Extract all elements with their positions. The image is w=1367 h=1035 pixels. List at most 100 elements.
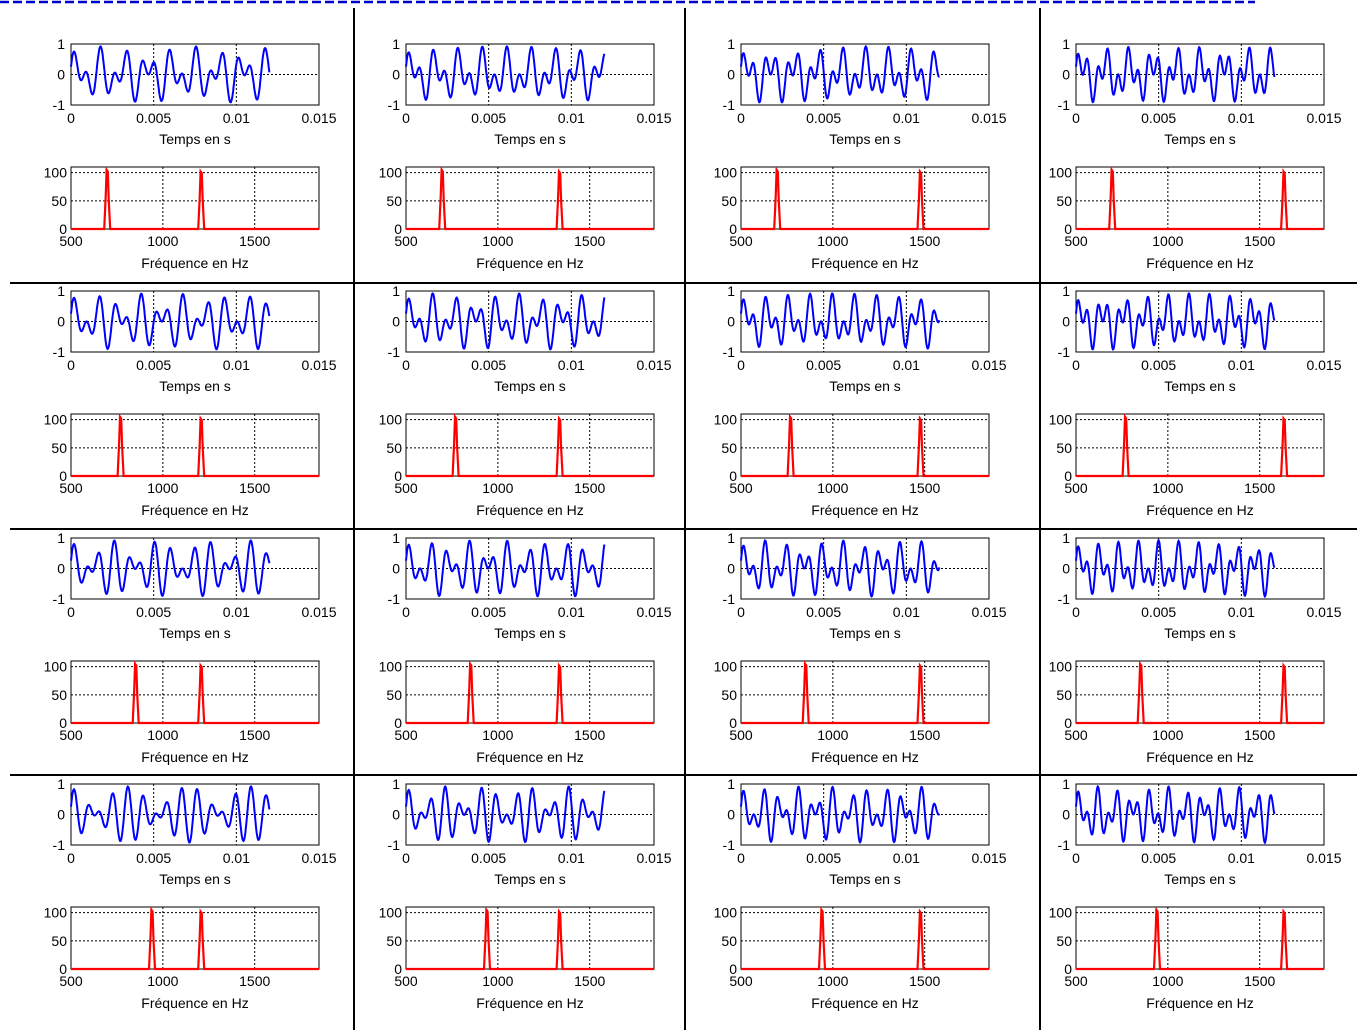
- spectrum-axes-box: [406, 661, 654, 723]
- x-tick-label: 0.01: [1228, 850, 1255, 866]
- x-tick-label: 0.005: [1141, 110, 1176, 126]
- y-tick-label: 1: [727, 776, 735, 792]
- y-tick-label: 1: [392, 530, 400, 546]
- x-tick-label: 1000: [817, 480, 848, 496]
- y-tick-label: 100: [714, 905, 738, 921]
- x-tick-label: 0.01: [1228, 110, 1255, 126]
- x-tick-label: 500: [394, 727, 418, 743]
- y-tick-label: 1: [1062, 283, 1070, 299]
- x-tick-label: 0.005: [136, 850, 171, 866]
- x-tick-label: 500: [59, 480, 83, 496]
- x-tick-label: 0.015: [1306, 110, 1341, 126]
- x-tick-label: 1000: [1152, 727, 1183, 743]
- x-tick-label: 0: [737, 357, 745, 373]
- y-tick-label: 100: [1049, 165, 1073, 181]
- time-x-axis-label: Temps en s: [1164, 625, 1236, 641]
- y-tick-label: 50: [386, 933, 402, 949]
- y-tick-label: 0: [57, 314, 65, 330]
- spectrum-axes-box: [71, 414, 319, 476]
- time-x-axis-label: Temps en s: [159, 378, 231, 394]
- x-tick-label: 0.015: [636, 850, 671, 866]
- y-tick-label: 50: [386, 193, 402, 209]
- freq-x-axis-label: Fréquence en Hz: [1146, 502, 1253, 518]
- spectrum-axes-box: [71, 661, 319, 723]
- y-tick-label: 1: [727, 530, 735, 546]
- x-tick-label: 0: [67, 110, 75, 126]
- y-tick-label: 50: [51, 687, 67, 703]
- x-tick-label: 500: [1064, 973, 1088, 989]
- y-tick-label: 100: [44, 659, 68, 675]
- y-tick-label: 50: [51, 193, 67, 209]
- x-tick-label: 1000: [1152, 480, 1183, 496]
- x-tick-label: 500: [729, 973, 753, 989]
- y-tick-label: 0: [57, 807, 65, 823]
- x-tick-label: 1500: [239, 233, 270, 249]
- freq-x-axis-label: Fréquence en Hz: [811, 255, 918, 271]
- spectrum-axes-box: [406, 907, 654, 969]
- x-tick-label: 1000: [147, 727, 178, 743]
- x-tick-label: 0.015: [1306, 604, 1341, 620]
- x-tick-label: 1500: [239, 973, 270, 989]
- x-tick-label: 1000: [147, 973, 178, 989]
- y-tick-label: 50: [1056, 687, 1072, 703]
- y-tick-label: 100: [714, 659, 738, 675]
- x-tick-label: 1500: [909, 480, 940, 496]
- y-tick-label: 0: [1062, 807, 1070, 823]
- time-x-axis-label: Temps en s: [494, 131, 566, 147]
- y-tick-label: 0: [57, 67, 65, 83]
- x-tick-label: 1000: [1152, 973, 1183, 989]
- y-tick-label: 50: [51, 933, 67, 949]
- time-x-axis-label: Temps en s: [1164, 131, 1236, 147]
- y-tick-label: 0: [727, 314, 735, 330]
- freq-x-axis-label: Fréquence en Hz: [141, 502, 248, 518]
- y-tick-label: -1: [1058, 591, 1071, 607]
- x-tick-label: 1500: [239, 727, 270, 743]
- y-tick-label: 50: [1056, 933, 1072, 949]
- x-tick-label: 0.01: [893, 850, 920, 866]
- x-tick-label: 0: [737, 604, 745, 620]
- y-tick-label: 50: [51, 440, 67, 456]
- spectrum-axes-box: [71, 907, 319, 969]
- y-tick-label: 0: [392, 561, 400, 577]
- y-tick-label: 100: [1049, 659, 1073, 675]
- y-tick-label: 50: [721, 440, 737, 456]
- x-tick-label: 0: [1072, 110, 1080, 126]
- y-tick-label: 1: [57, 36, 65, 52]
- x-tick-label: 0.01: [893, 357, 920, 373]
- y-tick-label: 1: [1062, 36, 1070, 52]
- x-tick-label: 1500: [574, 233, 605, 249]
- x-tick-label: 1500: [909, 233, 940, 249]
- y-tick-label: -1: [723, 344, 736, 360]
- x-tick-label: 1500: [574, 727, 605, 743]
- y-tick-label: 0: [392, 807, 400, 823]
- y-tick-label: 50: [386, 440, 402, 456]
- y-tick-label: -1: [1058, 344, 1071, 360]
- y-tick-label: 0: [392, 314, 400, 330]
- x-tick-label: 0.015: [971, 850, 1006, 866]
- y-tick-label: 1: [392, 36, 400, 52]
- x-tick-label: 1000: [482, 727, 513, 743]
- x-tick-label: 0.005: [806, 604, 841, 620]
- x-tick-label: 1500: [1244, 480, 1275, 496]
- x-tick-label: 0.005: [806, 110, 841, 126]
- y-tick-label: 0: [727, 561, 735, 577]
